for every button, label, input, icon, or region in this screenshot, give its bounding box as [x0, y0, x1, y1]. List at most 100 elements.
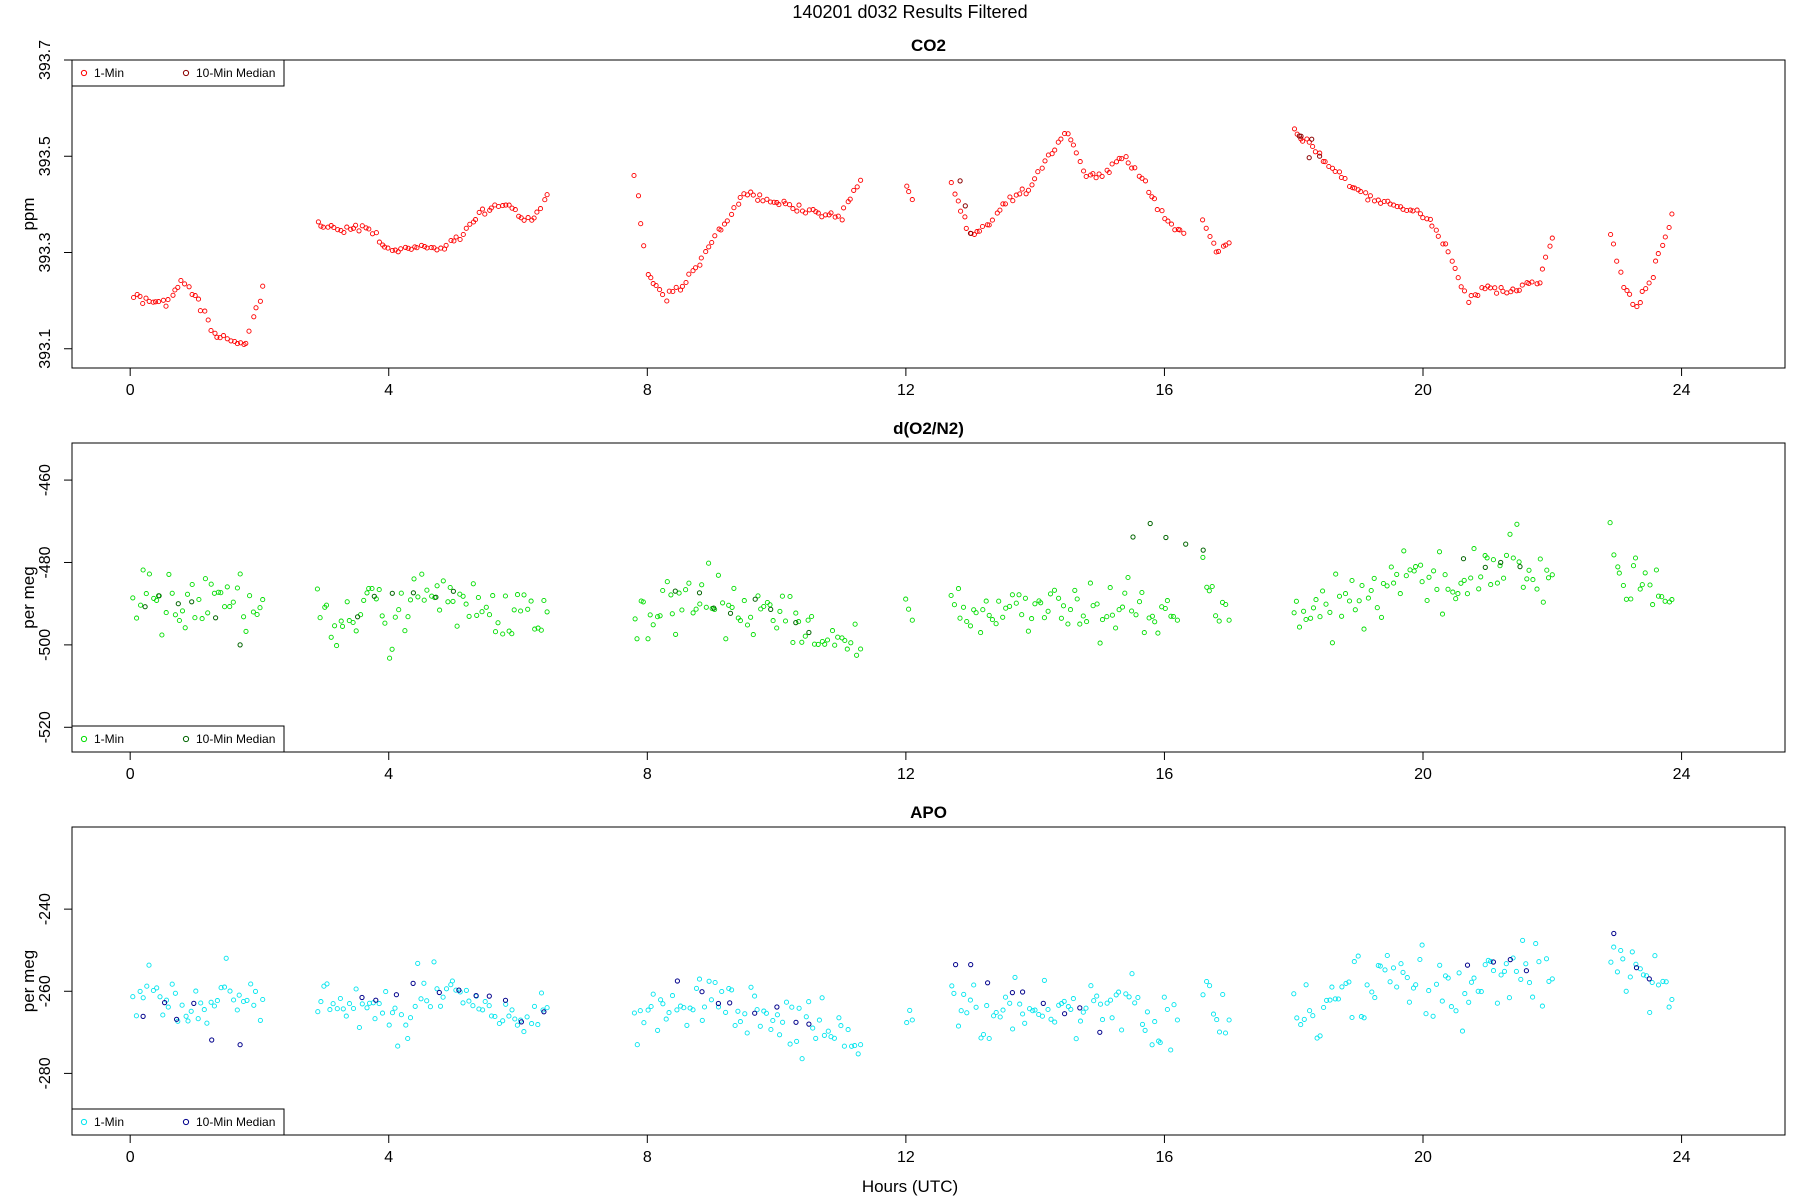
data-point-1min: [641, 1020, 647, 1026]
data-point-1min: [1378, 614, 1385, 620]
data-point-1min: [669, 611, 675, 617]
data-point-1min: [1436, 549, 1443, 555]
data-point-1min: [193, 988, 199, 994]
data-point-1min: [986, 612, 992, 618]
data-point-1min: [964, 1010, 970, 1016]
data-point-1min: [1073, 1036, 1079, 1042]
data-point-1min: [528, 598, 534, 604]
data-point-1min: [955, 198, 961, 204]
data-point-1min: [1659, 594, 1665, 600]
data-point-1min: [764, 196, 770, 202]
data-point-1min: [1523, 961, 1529, 967]
data-point-1min: [372, 1016, 378, 1022]
data-point-1min: [1091, 998, 1097, 1004]
data-point-1min: [199, 616, 205, 622]
data-point-1min: [1637, 586, 1643, 592]
data-point-1min: [214, 334, 220, 340]
data-point-1min: [514, 1022, 520, 1028]
data-point-1min: [1055, 139, 1061, 145]
data-point-1min: [163, 610, 169, 616]
data-point-1min: [1171, 1002, 1177, 1008]
data-point-10min-median: [1306, 155, 1312, 161]
data-point-1min: [344, 599, 350, 605]
data-point-1min: [447, 584, 453, 591]
data-point-1min: [668, 592, 674, 598]
data-point-1min: [768, 1026, 774, 1033]
data-point-1min: [466, 613, 472, 619]
page-title: 140201 d032 Results Filtered: [792, 2, 1027, 22]
data-point-1min: [1159, 208, 1165, 214]
data-point-1min: [1479, 285, 1485, 291]
data-point-1min: [1222, 1030, 1229, 1036]
data-point-1min: [320, 224, 326, 230]
data-point-1min: [757, 1023, 763, 1029]
data-point-1min: [1445, 975, 1451, 981]
data-point-1min: [693, 606, 699, 612]
data-point-1min: [1608, 231, 1614, 238]
data-point-1min: [224, 584, 230, 590]
data-point-1min: [525, 215, 531, 221]
data-point-1min: [690, 1007, 696, 1013]
data-point-1min: [169, 981, 175, 987]
data-point-1min: [1374, 605, 1380, 611]
data-point-1min: [1041, 977, 1047, 983]
data-point-1min: [1313, 597, 1319, 603]
data-point-1min: [655, 1027, 661, 1033]
data-point-1min: [403, 1022, 409, 1028]
data-point-1min: [1107, 585, 1113, 591]
data-point-1min: [1081, 168, 1087, 174]
data-point-1min: [1413, 564, 1419, 570]
data-point-1min: [1501, 575, 1507, 581]
data-point-1min: [1324, 997, 1330, 1003]
data-point-1min: [1666, 1004, 1672, 1010]
data-point-1min: [440, 994, 446, 1000]
data-point-1min: [835, 213, 841, 219]
data-point-1min: [1308, 615, 1314, 621]
data-point-1min: [392, 614, 398, 620]
data-point-1min: [1614, 258, 1620, 264]
data-point-1min: [1122, 590, 1128, 596]
data-point-1min: [412, 1003, 418, 1009]
data-point-1min: [208, 581, 214, 587]
x-tick-label: 16: [1156, 382, 1174, 399]
data-point-1min: [1530, 577, 1536, 583]
data-point-1min: [1301, 1016, 1307, 1022]
data-point-1min: [996, 598, 1002, 604]
data-point-1min: [660, 292, 666, 298]
data-point-1min: [790, 206, 796, 212]
data-point-1min: [1226, 240, 1232, 246]
data-point-1min: [157, 994, 163, 1000]
data-point-10min-median: [1040, 1000, 1046, 1007]
data-point-1min: [683, 587, 689, 593]
data-point-1min: [1132, 1000, 1138, 1006]
data-point-1min: [1106, 169, 1112, 176]
x-tick-label: 4: [384, 382, 393, 399]
data-point-1min: [415, 594, 421, 600]
data-point-1min: [1211, 240, 1217, 246]
data-point-1min: [1016, 592, 1022, 598]
data-point-1min: [1129, 971, 1135, 977]
data-point-1min: [407, 597, 414, 603]
data-point-1min: [978, 1035, 984, 1041]
data-point-1min: [1142, 1027, 1148, 1033]
data-point-1min: [252, 988, 259, 994]
legend-box: [71, 1108, 285, 1136]
data-point-1min: [163, 303, 169, 309]
data-point-1min: [816, 1017, 822, 1023]
data-point-1min: [389, 247, 395, 254]
data-point-1min: [1052, 147, 1058, 153]
data-point-1min: [418, 242, 425, 248]
x-tick-label: 24: [1673, 1149, 1691, 1166]
data-point-1min: [482, 998, 488, 1005]
data-point-1min: [1162, 216, 1168, 222]
data-point-1min: [387, 655, 393, 661]
data-point-1min: [1471, 975, 1477, 981]
series-points: [131, 126, 1675, 348]
data-point-10min-median: [699, 989, 705, 995]
data-point-1min: [796, 619, 802, 625]
data-point-1min: [131, 294, 137, 301]
data-point-1min: [1073, 150, 1079, 156]
data-point-1min: [1119, 156, 1125, 162]
data-point-1min: [1537, 556, 1543, 562]
